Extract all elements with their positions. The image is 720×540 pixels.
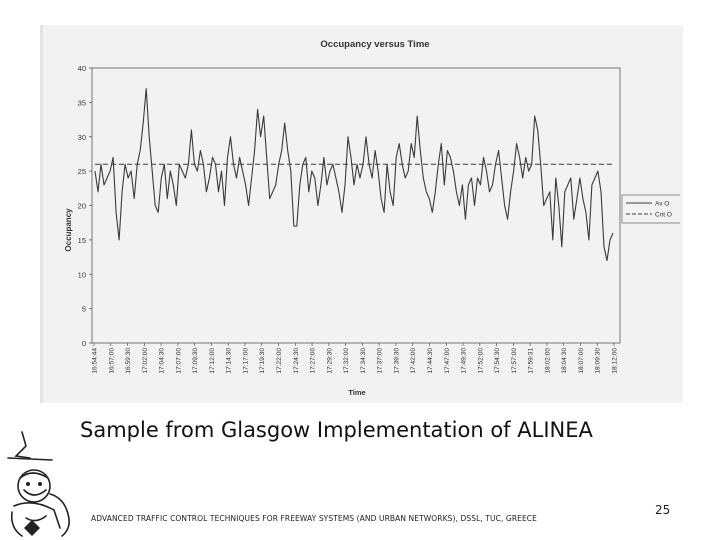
slide-footer: ADVANCED TRAFFIC CONTROL TECHNIQUES FOR … (91, 514, 537, 523)
x-tick-label: 17:27:00 (310, 348, 317, 374)
x-tick-label: 17:54:30 (494, 348, 501, 374)
x-tick-label: 17:04:30 (159, 348, 166, 374)
y-tick-label: 40 (78, 64, 86, 73)
y-tick-label: 0 (82, 339, 86, 348)
y-tick-label: 20 (78, 202, 86, 211)
chart-title: Occupancy versus Time (320, 39, 429, 50)
x-tick-label: 17:57:00 (511, 348, 518, 374)
y-tick-label: 35 (78, 98, 86, 107)
y-tick-label: 30 (78, 133, 86, 142)
x-tick-label: 17:32:00 (343, 348, 350, 374)
university-logo (7, 431, 70, 537)
x-tick-label: 17:44:30 (427, 348, 434, 374)
x-tick-label: 17:17:00 (242, 348, 249, 374)
x-tick-label: 18:04:30 (561, 348, 568, 374)
plot-area-frame (91, 67, 621, 344)
x-tick-label: 17:39:30 (393, 348, 400, 374)
x-tick-label: 18:02:00 (544, 348, 551, 374)
x-tick-label: 17:49:30 (461, 348, 468, 374)
x-tick-label: 17:24:30 (293, 348, 300, 374)
x-tick-label: 17:22:00 (276, 348, 283, 374)
x-tick-label: 17:19:30 (259, 348, 266, 374)
x-tick-label: 16:54:44 (92, 348, 99, 374)
x-tick-label: 17:14:30 (226, 348, 233, 374)
x-tick-label: 17:42:00 (410, 348, 417, 374)
x-tick-label: 17:47:00 (444, 348, 451, 374)
page-number: 25 (655, 503, 671, 517)
occupancy-chart: Occupancy versus Time Occupancy Time 0 5 1… (64, 39, 680, 397)
x-tick-label: 17:34:30 (360, 348, 367, 374)
x-tick-label: 18:07:00 (578, 348, 585, 374)
y-tick-label: 5 (82, 305, 86, 314)
x-axis-label: Time (348, 388, 365, 397)
y-tick-label: 10 (78, 270, 86, 279)
legend-box (621, 194, 680, 224)
x-tick-label: 17:09:30 (192, 348, 199, 374)
x-tick-label: 17:37:00 (377, 348, 384, 374)
x-tick-label: 17:52:00 (477, 348, 484, 374)
x-tick-label: 17:59:31 (528, 348, 535, 374)
y-tick-label: 25 (78, 167, 86, 176)
y-axis-label: Occupancy (64, 208, 73, 252)
x-tick-label: 17:07:00 (175, 348, 182, 374)
x-tick-label: 17:29:30 (326, 348, 333, 374)
legend-label: Crit O (655, 212, 672, 219)
x-tick-label: 17:02:00 (142, 348, 149, 374)
x-tick-label: 17:12:00 (209, 348, 216, 374)
x-tick-label: 18:09:30 (595, 348, 602, 374)
scanned-chart-background (40, 25, 683, 403)
x-tick-label: 18:12:00 (612, 348, 619, 374)
y-tick-label: 15 (78, 236, 86, 245)
x-tick-label: 16:59:30 (125, 348, 132, 374)
slide-caption: Sample from Glasgow Implementation of AL… (80, 418, 593, 442)
legend-label: Av O (655, 201, 669, 208)
av-occupancy-line (94, 88, 614, 262)
x-tick-label: 16:57:00 (108, 348, 115, 374)
